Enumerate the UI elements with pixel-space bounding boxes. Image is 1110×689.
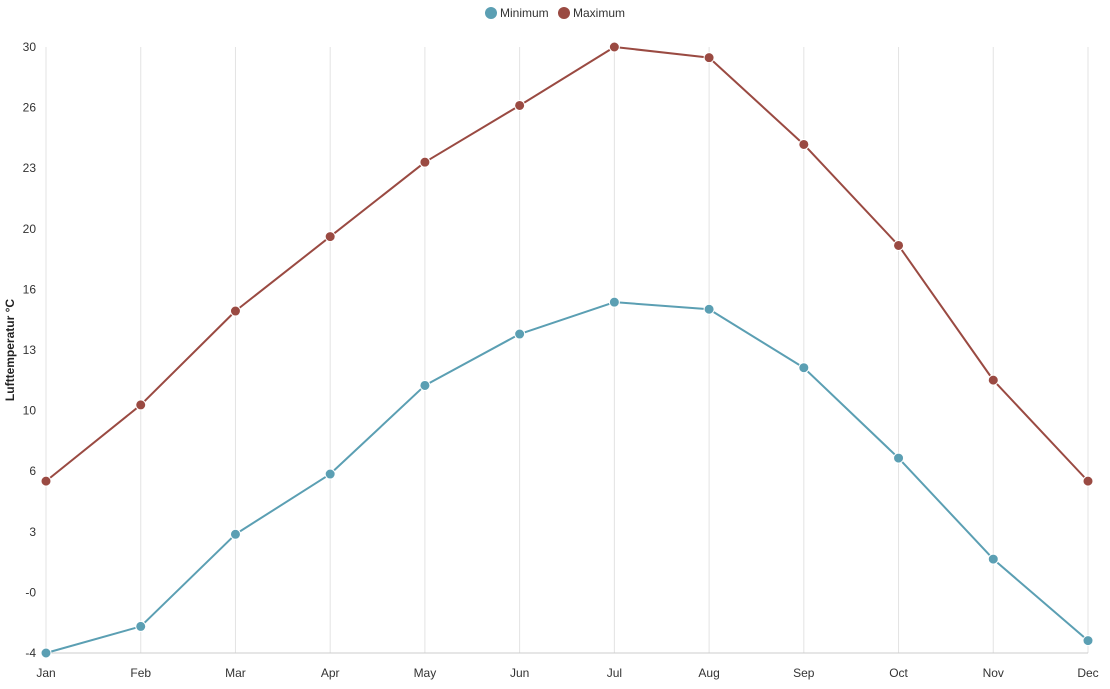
data-point-maximum-jul[interactable] — [608, 41, 620, 53]
x-tick-label-jul: Jul — [607, 666, 622, 680]
data-point-minimum-dec[interactable] — [1082, 635, 1094, 647]
x-tick-label-dec: Dec — [1077, 666, 1098, 680]
y-tick-label: 13 — [23, 343, 37, 357]
legend-label-minimum: Minimum — [500, 6, 549, 20]
y-axis-title: Lufttemperatur °C — [3, 299, 17, 401]
series-layer — [40, 41, 1094, 659]
legend-marker-maximum — [558, 7, 570, 19]
data-point-minimum-feb[interactable] — [135, 620, 147, 632]
y-tick-label: 3 — [29, 525, 36, 539]
y-tick-label: 30 — [23, 40, 37, 54]
y-axis-ticks: -4 -0 3 6 10 13 16 20 23 26 30 — [23, 40, 37, 660]
data-point-minimum-jan[interactable] — [40, 647, 52, 659]
data-point-minimum-sep[interactable] — [798, 362, 810, 374]
x-tick-label-mar: Mar — [225, 666, 246, 680]
x-tick-label-feb: Feb — [130, 666, 151, 680]
data-point-minimum-oct[interactable] — [893, 452, 905, 464]
y-tick-label: 26 — [23, 101, 37, 115]
legend-label-maximum: Maximum — [573, 6, 625, 20]
y-tick-label: 10 — [23, 404, 37, 418]
x-tick-label-may: May — [414, 666, 437, 680]
y-tick-label: -0 — [25, 585, 36, 599]
y-tick-label: 6 — [29, 464, 36, 478]
legend-item-maximum[interactable]: Maximum — [558, 6, 625, 20]
data-point-minimum-apr[interactable] — [324, 468, 336, 480]
legend[interactable]: Minimum Maximum — [485, 6, 625, 20]
data-point-minimum-jun[interactable] — [514, 328, 526, 340]
x-axis-ticks: Jan Feb Mar Apr May Jun Jul Aug Sep Oct Nov Dec — [36, 666, 1098, 680]
data-point-maximum-aug[interactable] — [703, 52, 715, 64]
data-point-maximum-dec[interactable] — [1082, 475, 1094, 487]
series-maximum — [40, 41, 1094, 487]
x-tick-label-jun: Jun — [510, 666, 529, 680]
data-point-maximum-oct[interactable] — [893, 239, 905, 251]
series-line-maximum — [45, 46, 1089, 483]
data-point-maximum-mar[interactable] — [229, 305, 241, 317]
data-point-maximum-feb[interactable] — [135, 399, 147, 411]
series-minimum — [40, 296, 1094, 659]
data-point-maximum-may[interactable] — [419, 156, 431, 168]
x-tick-label-nov: Nov — [983, 666, 1004, 680]
data-point-minimum-mar[interactable] — [229, 528, 241, 540]
x-tick-label-jan: Jan — [36, 666, 55, 680]
x-tick-label-aug: Aug — [698, 666, 719, 680]
data-point-maximum-jun[interactable] — [514, 99, 526, 111]
y-tick-label: 23 — [23, 161, 37, 175]
data-point-minimum-nov[interactable] — [987, 553, 999, 565]
y-tick-label: 16 — [23, 282, 37, 296]
data-point-maximum-apr[interactable] — [324, 231, 336, 243]
data-point-minimum-aug[interactable] — [703, 303, 715, 315]
legend-item-minimum[interactable]: Minimum — [485, 6, 549, 20]
y-tick-label: 20 — [23, 222, 37, 236]
data-point-maximum-sep[interactable] — [798, 138, 810, 150]
x-tick-label-sep: Sep — [793, 666, 815, 680]
grid-lines — [45, 47, 1089, 653]
legend-marker-minimum — [485, 7, 497, 19]
data-point-minimum-jul[interactable] — [608, 296, 620, 308]
series-line-minimum — [45, 301, 1089, 654]
data-point-maximum-nov[interactable] — [987, 374, 999, 386]
data-point-minimum-may[interactable] — [419, 379, 431, 391]
x-tick-label-oct: Oct — [889, 666, 908, 680]
y-tick-label: -4 — [25, 646, 36, 660]
x-tick-label-apr: Apr — [321, 666, 340, 680]
data-point-maximum-jan[interactable] — [40, 475, 52, 487]
